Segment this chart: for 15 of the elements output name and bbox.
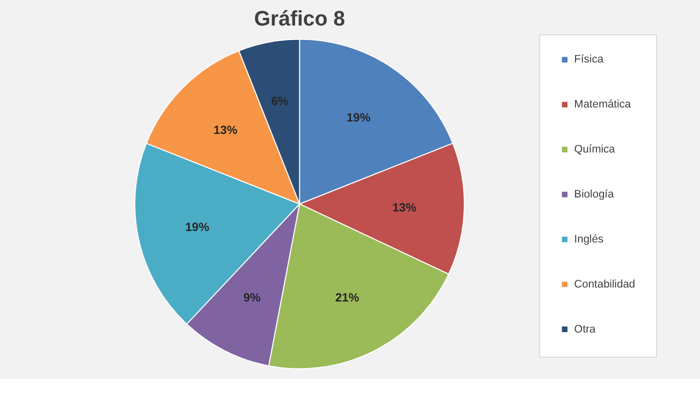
legend-label: Química (574, 144, 616, 156)
data-label: 21% (335, 290, 360, 304)
data-label: 9% (243, 290, 261, 304)
legend-label: Inglés (574, 233, 604, 246)
chart-title: Gráfico 8 (254, 8, 346, 31)
legend-label: Contabilidad (574, 278, 636, 290)
legend-label: Otra (574, 323, 596, 336)
data-label: 19% (346, 110, 371, 124)
data-label: 6% (271, 94, 289, 108)
data-label: 13% (213, 122, 238, 137)
data-label: 19% (185, 220, 210, 234)
legend-label: Física (574, 54, 604, 66)
legend-label: Matemática (574, 98, 632, 111)
legend-label: Biología (574, 188, 615, 200)
data-label: 13% (392, 200, 417, 214)
